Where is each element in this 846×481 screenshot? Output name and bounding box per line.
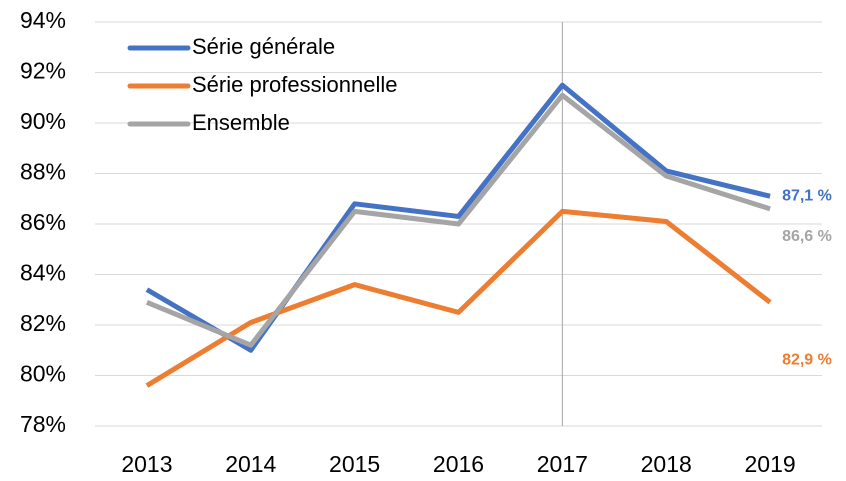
y-tick-label: 90%: [20, 108, 66, 134]
x-tick-label: 2015: [329, 451, 380, 477]
series-line: [145, 92, 771, 348]
y-tick-label: 82%: [20, 310, 66, 336]
y-tick-label: 86%: [20, 209, 66, 235]
y-tick-label: 88%: [20, 159, 66, 185]
value-label: 87,1 %: [782, 187, 832, 204]
x-tick-label: 2019: [744, 451, 795, 477]
x-tick-label: 2014: [225, 451, 276, 477]
legend-label: Ensemble: [192, 110, 290, 135]
y-tick-label: 78%: [20, 411, 66, 437]
x-tick-label: 2017: [537, 451, 588, 477]
value-label: 86,6 %: [782, 228, 832, 245]
y-tick-label: 92%: [20, 58, 66, 84]
y-tick-label: 84%: [20, 260, 66, 286]
y-tick-label: 94%: [20, 7, 66, 33]
x-tick-label: 2016: [433, 451, 484, 477]
y-tick-label: 80%: [20, 361, 66, 387]
legend-label: Série générale: [192, 34, 335, 59]
series-line: [145, 208, 772, 388]
series-line: [145, 82, 771, 353]
x-tick-label: 2013: [121, 451, 172, 477]
value-label: 82,9 %: [782, 351, 832, 368]
x-tick-label: 2018: [641, 451, 692, 477]
legend-label: Série professionnelle: [192, 72, 397, 97]
